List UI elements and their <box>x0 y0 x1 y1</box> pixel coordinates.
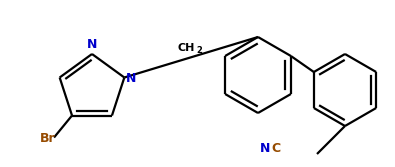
Text: N: N <box>126 72 137 85</box>
Text: 2: 2 <box>196 46 202 55</box>
Text: Br: Br <box>40 131 56 144</box>
Text: C: C <box>271 141 280 154</box>
Text: CH: CH <box>177 43 195 53</box>
Text: N: N <box>260 141 270 154</box>
Text: N: N <box>87 38 97 50</box>
